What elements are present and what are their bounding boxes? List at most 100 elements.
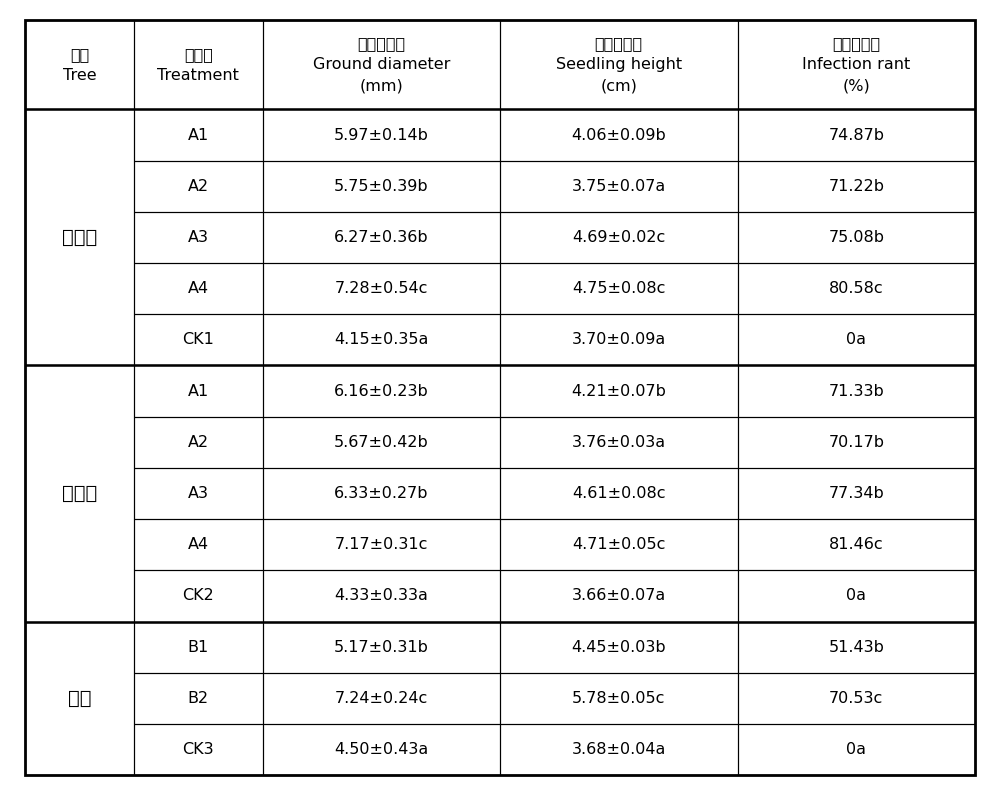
Bar (262, 20, 500, 110)
Text: A1: A1 (188, 127, 209, 142)
Text: 7.24±0.24c: 7.24±0.24c (335, 691, 428, 706)
Text: 湿地松: 湿地松 (62, 484, 97, 503)
Text: 3.66±0.07a: 3.66±0.07a (572, 588, 666, 603)
Text: 7.28±0.54c: 7.28±0.54c (335, 281, 428, 297)
Bar (262, 622, 500, 673)
Text: 7.17±0.31c: 7.17±0.31c (335, 537, 428, 553)
Bar (500, 366, 738, 417)
Bar (500, 468, 738, 519)
Bar (134, 110, 262, 161)
Text: 6.33±0.27b: 6.33±0.27b (334, 486, 428, 501)
Text: 51.43b: 51.43b (828, 640, 884, 654)
Bar (262, 212, 500, 263)
Text: 0a: 0a (846, 742, 866, 757)
Bar (262, 263, 500, 314)
Text: A2: A2 (188, 435, 209, 450)
Text: A3: A3 (188, 230, 209, 245)
Text: A4: A4 (188, 281, 209, 297)
Bar (134, 417, 262, 468)
Text: 3.70±0.09a: 3.70±0.09a (572, 332, 666, 347)
Text: 5.75±0.39b: 5.75±0.39b (334, 179, 429, 194)
Text: 4.45±0.03b: 4.45±0.03b (571, 640, 666, 654)
Bar (500, 314, 738, 366)
Bar (738, 314, 975, 366)
Bar (134, 314, 262, 366)
Bar (738, 366, 975, 417)
Text: 3.76±0.03a: 3.76±0.03a (572, 435, 666, 450)
Text: 5.67±0.42b: 5.67±0.42b (334, 435, 429, 450)
Bar (262, 417, 500, 468)
Text: 4.33±0.33a: 4.33±0.33a (334, 588, 428, 603)
Bar (500, 417, 738, 468)
Bar (134, 673, 262, 724)
Text: 5.78±0.05c: 5.78±0.05c (572, 691, 665, 706)
Bar (262, 673, 500, 724)
Bar (500, 724, 738, 775)
Bar (134, 161, 262, 212)
Bar (262, 570, 500, 622)
Bar (500, 20, 738, 110)
Text: CK3: CK3 (183, 742, 214, 757)
Text: B2: B2 (188, 691, 209, 706)
Bar (134, 468, 262, 519)
Text: 0a: 0a (846, 588, 866, 603)
Bar (738, 110, 975, 161)
Text: 4.50±0.43a: 4.50±0.43a (334, 742, 428, 757)
Bar (738, 417, 975, 468)
Bar (500, 570, 738, 622)
Bar (134, 622, 262, 673)
Text: 处理组
Treatment: 处理组 Treatment (157, 47, 239, 83)
Bar (500, 263, 738, 314)
Text: 71.22b: 71.22b (828, 179, 884, 194)
Text: 6.16±0.23b: 6.16±0.23b (334, 384, 429, 398)
Bar (738, 468, 975, 519)
Bar (25, 110, 134, 366)
Text: 马尾松: 马尾松 (62, 228, 97, 247)
Text: 菌根侵染率
Infection rant
(%): 菌根侵染率 Infection rant (%) (802, 37, 910, 93)
Bar (500, 519, 738, 570)
Text: 树种
Tree: 树种 Tree (63, 47, 96, 83)
Bar (738, 622, 975, 673)
Bar (500, 673, 738, 724)
Bar (262, 366, 500, 417)
Text: 地径增长量
Ground diameter
(mm): 地径增长量 Ground diameter (mm) (313, 37, 450, 93)
Bar (262, 110, 500, 161)
Text: 5.17±0.31b: 5.17±0.31b (334, 640, 429, 654)
Bar (262, 519, 500, 570)
Bar (134, 570, 262, 622)
Bar (134, 519, 262, 570)
Bar (500, 110, 738, 161)
Bar (134, 20, 262, 110)
Text: 5.97±0.14b: 5.97±0.14b (334, 127, 429, 142)
Text: 6.27±0.36b: 6.27±0.36b (334, 230, 429, 245)
Bar (738, 161, 975, 212)
Text: 70.17b: 70.17b (828, 435, 884, 450)
Text: A4: A4 (188, 537, 209, 553)
Text: 4.75±0.08c: 4.75±0.08c (572, 281, 665, 297)
Bar (262, 724, 500, 775)
Text: 4.21±0.07b: 4.21±0.07b (571, 384, 666, 398)
Bar (25, 622, 134, 775)
Text: 81.46c: 81.46c (829, 537, 884, 553)
Text: A1: A1 (188, 384, 209, 398)
Text: 3.68±0.04a: 3.68±0.04a (572, 742, 666, 757)
Text: CK2: CK2 (183, 588, 214, 603)
Bar (262, 314, 500, 366)
Text: B1: B1 (188, 640, 209, 654)
Text: A3: A3 (188, 486, 209, 501)
Bar (500, 622, 738, 673)
Text: CK1: CK1 (182, 332, 214, 347)
Bar (262, 161, 500, 212)
Bar (134, 212, 262, 263)
Text: 80.58c: 80.58c (829, 281, 884, 297)
Bar (500, 212, 738, 263)
Bar (134, 366, 262, 417)
Bar (500, 161, 738, 212)
Bar (738, 263, 975, 314)
Bar (738, 20, 975, 110)
Bar (738, 519, 975, 570)
Bar (25, 20, 134, 110)
Text: 71.33b: 71.33b (828, 384, 884, 398)
Bar (25, 366, 134, 622)
Bar (738, 570, 975, 622)
